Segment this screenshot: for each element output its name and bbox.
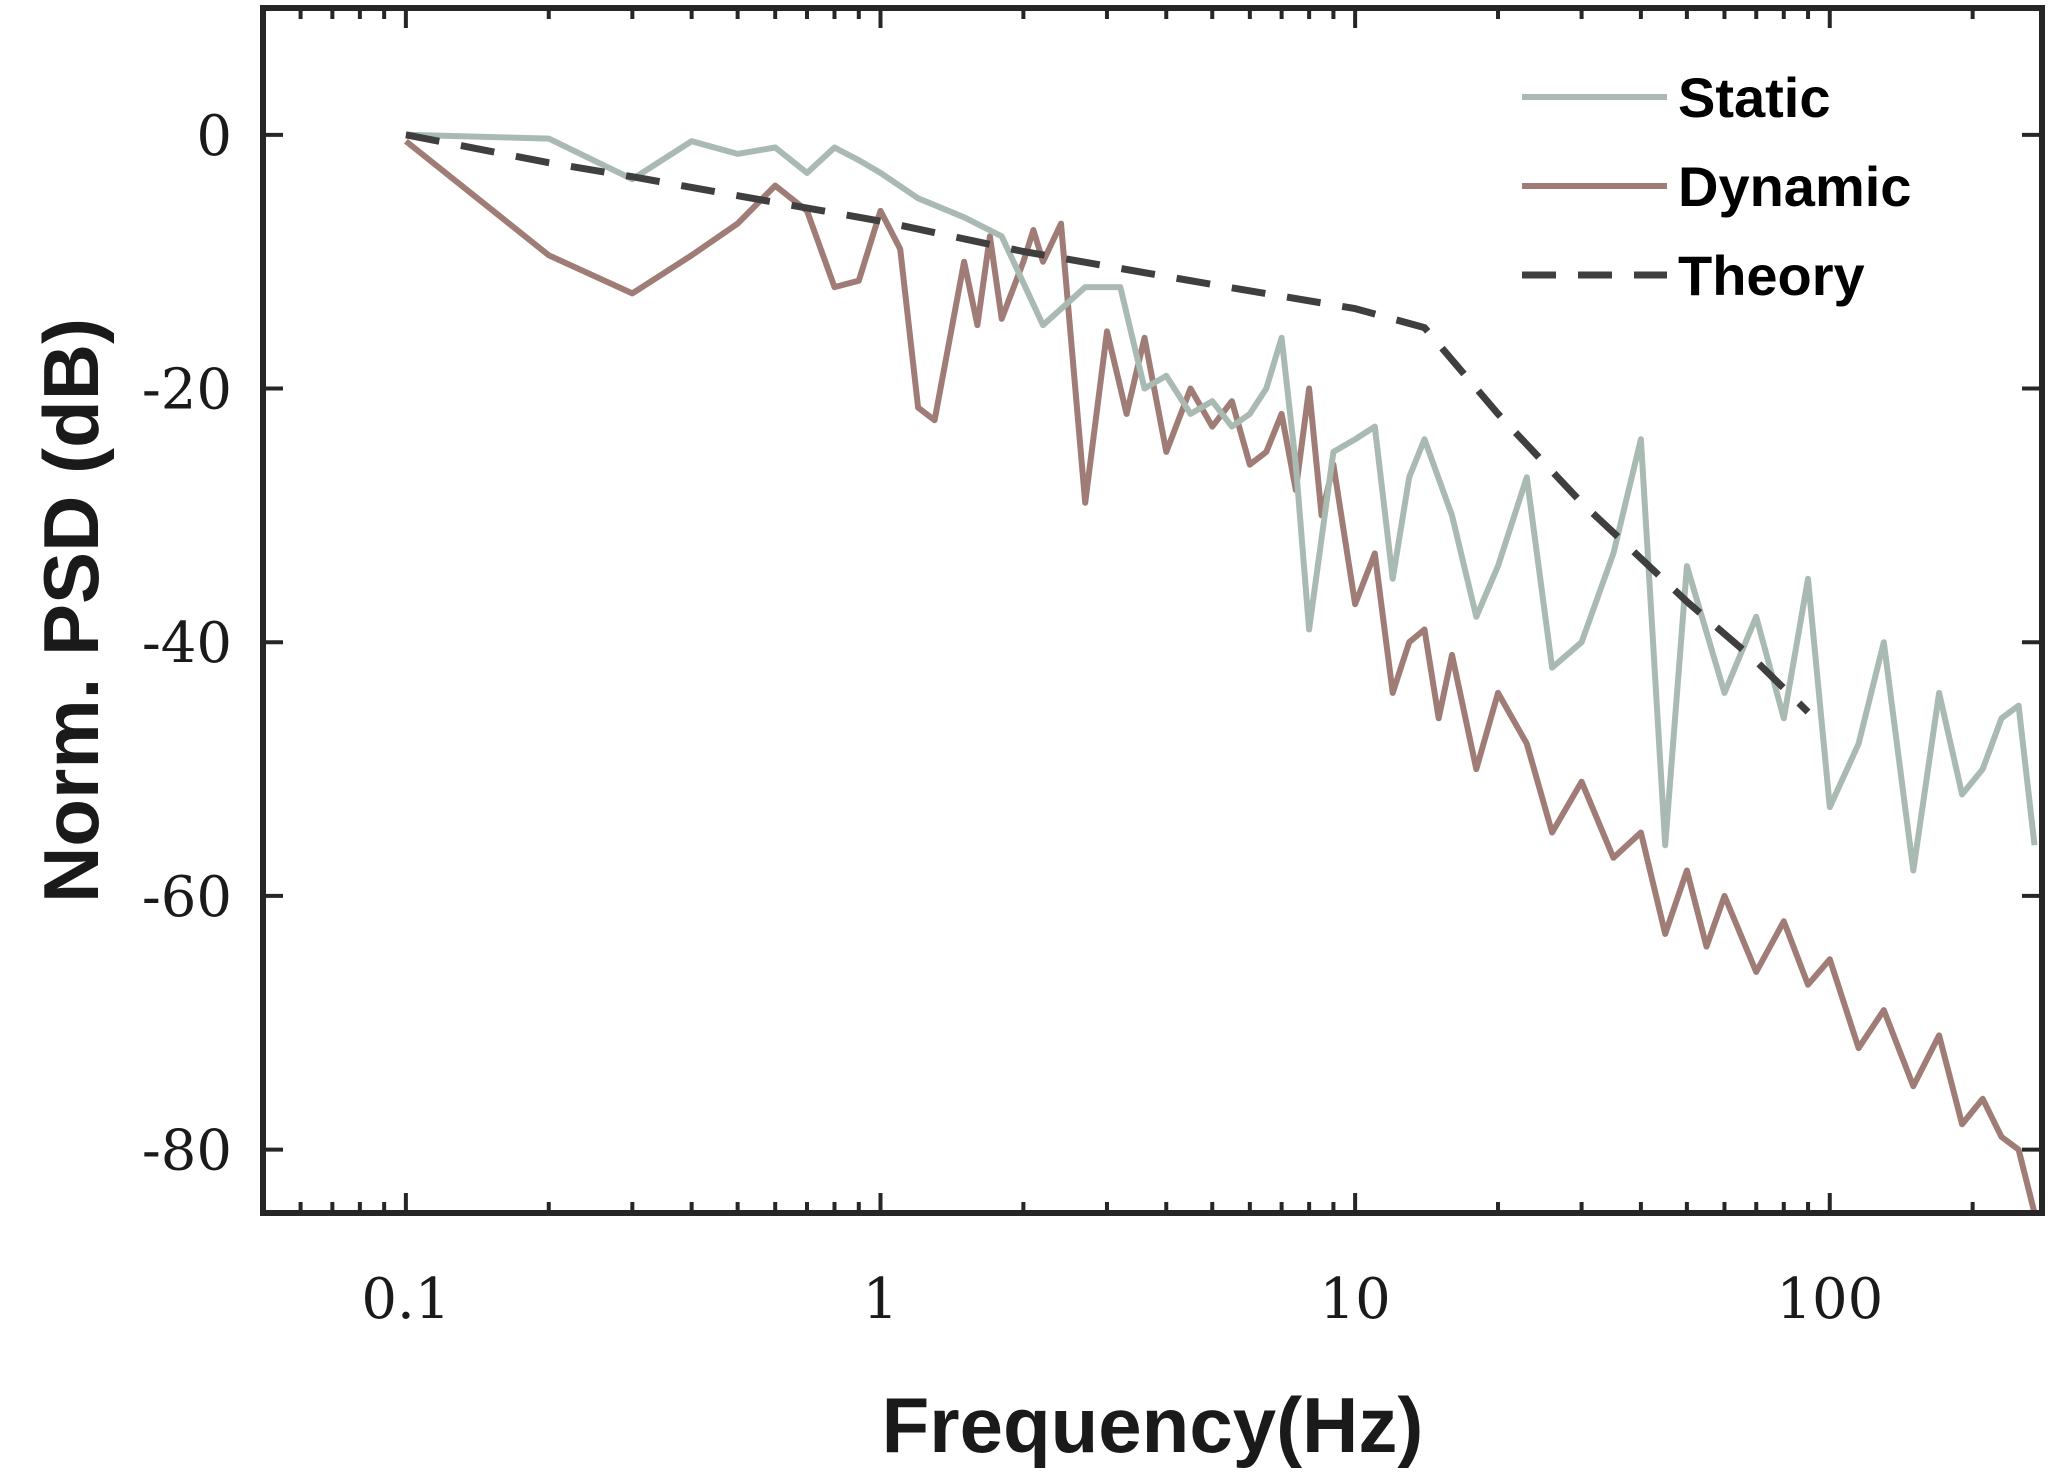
tick-labels: 0.1 1 10 100 0 -20 -40 -60 -80 [142,104,1883,1332]
series-line-static [405,131,2038,874]
series-layer [404,131,2038,1214]
x-tick-label: 1 [863,1267,899,1332]
x-tick-label: 100 [1776,1267,1883,1332]
x-tick-label: 10 [1320,1267,1391,1332]
plot-frame [260,5,2045,1216]
y-tick-label: -40 [142,611,232,676]
series-line-dynamic [404,138,2038,1214]
y-tick-label: 0 [196,104,232,169]
legend-label-static: Static [1678,66,1831,129]
series-line-theory [405,131,1811,715]
x-axis-title: Frequency(Hz) [882,1381,1424,1469]
legend-label-theory: Theory [1678,244,1865,307]
y-tick-label: -80 [142,1119,232,1184]
y-axis-title: Norm. PSD (dB) [27,318,115,903]
legend-label-dynamic: Dynamic [1678,155,1911,218]
y-tick-label: -20 [142,358,232,423]
x-tick-label: 0.1 [361,1267,450,1332]
y-tick-label: -60 [142,865,232,930]
legend: Static Dynamic Theory [1522,66,1911,307]
